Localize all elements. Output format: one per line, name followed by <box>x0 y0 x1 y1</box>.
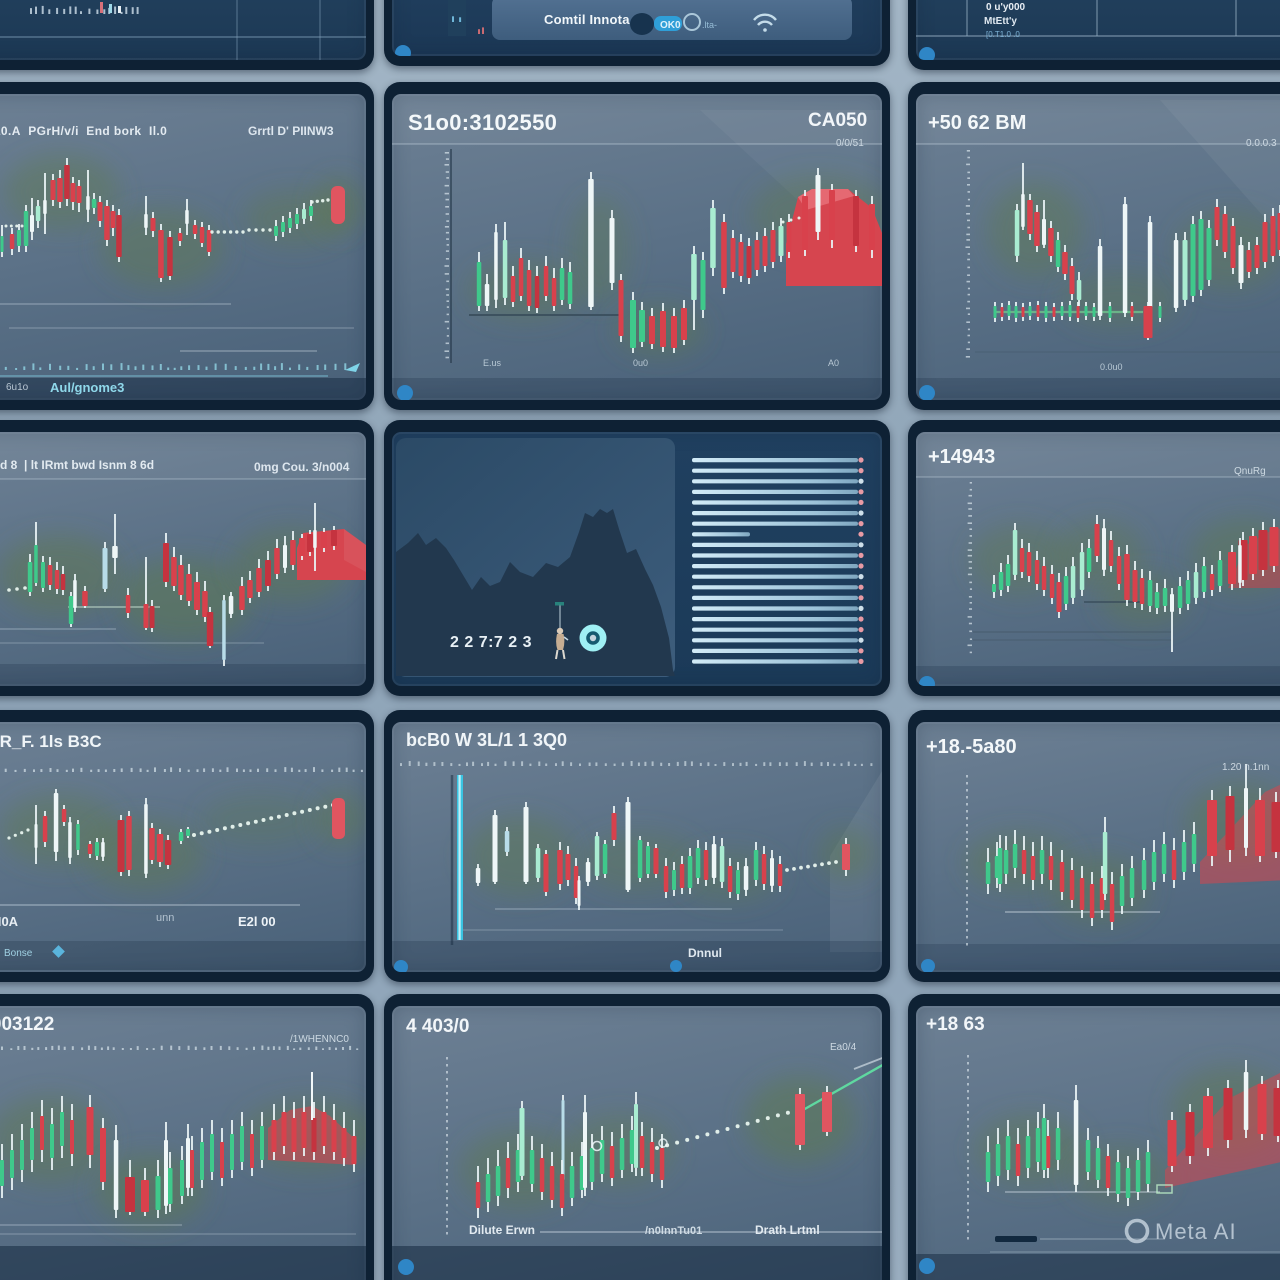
svg-text:.lta-: .lta- <box>702 20 717 30</box>
svg-text:A0: A0 <box>828 358 839 368</box>
svg-text:E.us: E.us <box>483 358 502 368</box>
svg-text:Meta AI: Meta AI <box>1155 1219 1237 1244</box>
svg-text:2 2 7:7 2 3: 2 2 7:7 2 3 <box>450 634 532 651</box>
svg-text:OK0: OK0 <box>660 20 681 31</box>
svg-text:0.0u0: 0.0u0 <box>1100 362 1123 372</box>
svg-text:0u0: 0u0 <box>633 358 648 368</box>
